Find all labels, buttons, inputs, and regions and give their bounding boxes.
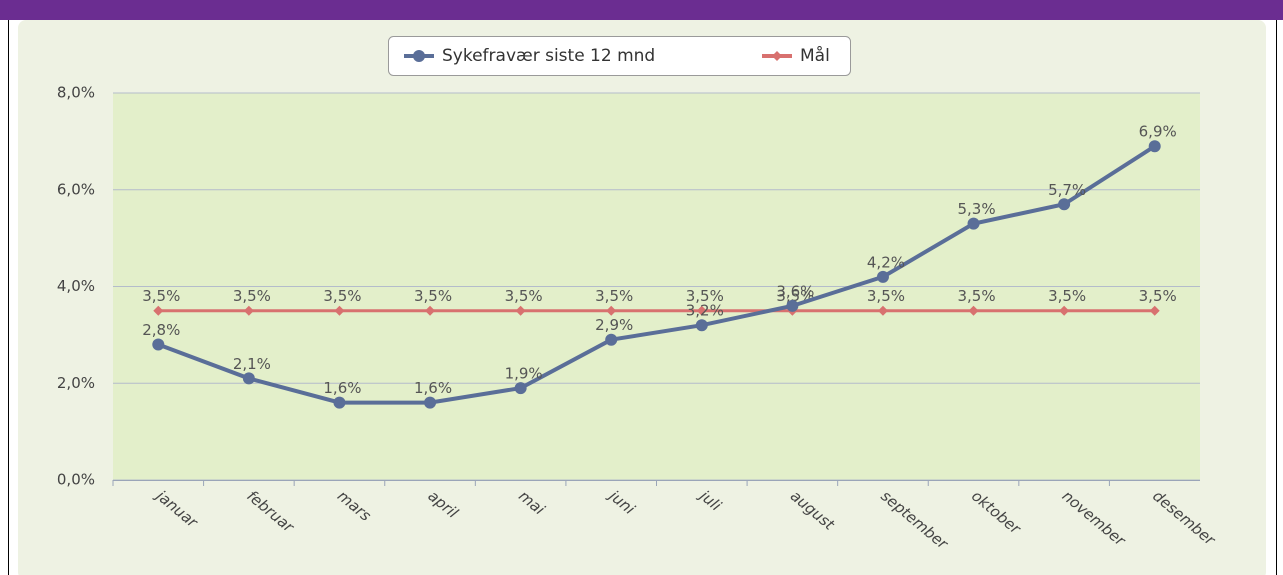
data-label: 3,5% [233,287,271,305]
data-point [695,319,708,332]
data-point [967,217,980,230]
data-point [243,305,254,316]
data-point [1059,305,1070,316]
data-point [606,305,617,316]
legend-label: Mål [800,45,830,66]
data-label: 1,9% [505,365,543,383]
data-point [877,305,888,316]
data-label: 3,5% [867,287,905,305]
data-point [425,305,436,316]
y-tick-label: 0,0% [57,471,95,489]
data-point [152,338,165,351]
data-point [333,396,346,409]
legend [388,36,851,76]
data-label: 5,7% [1048,181,1086,199]
data-label: 3,2% [686,302,724,320]
series-line [157,144,1156,405]
data-point [514,382,527,395]
data-label: 2,8% [142,321,180,339]
y-tick-label: 6,0% [57,180,95,198]
data-label: 3,5% [323,287,361,305]
data-point [424,396,437,409]
data-label: 3,5% [414,287,452,305]
data-label: 2,1% [233,355,271,373]
data-point [515,305,526,316]
data-label: 2,9% [595,316,633,334]
data-point [1149,305,1160,316]
data-point [968,305,979,316]
data-label: 1,6% [323,379,361,397]
data-label: 1,6% [414,379,452,397]
data-point [242,372,255,385]
y-tick-label: 2,0% [57,374,95,392]
data-label: 3,5% [142,287,180,305]
data-point [605,333,618,346]
y-tick-label: 8,0% [57,84,95,102]
data-label: 4,2% [867,253,905,271]
data-label: 3,5% [595,287,633,305]
data-point [876,270,889,283]
data-point [1058,198,1071,211]
header-bar [0,0,1283,20]
data-label: 6,9% [1139,123,1177,141]
data-label: 3,5% [686,287,724,305]
legend-marker [413,50,425,62]
data-label: 3,5% [1139,287,1177,305]
y-tick-label: 4,0% [57,277,95,295]
data-label: 5,3% [957,200,995,218]
data-point [1148,140,1161,153]
data-point [786,299,799,312]
data-label: 3,5% [1048,287,1086,305]
data-point [334,305,345,316]
data-label: 3,5% [505,287,543,305]
data-label: 3,6% [776,282,814,300]
data-point [153,305,164,316]
data-point [696,305,707,316]
data-label: 3,5% [957,287,995,305]
legend-marker [772,51,782,61]
legend-label: Sykefravær siste 12 mnd [442,46,655,66]
